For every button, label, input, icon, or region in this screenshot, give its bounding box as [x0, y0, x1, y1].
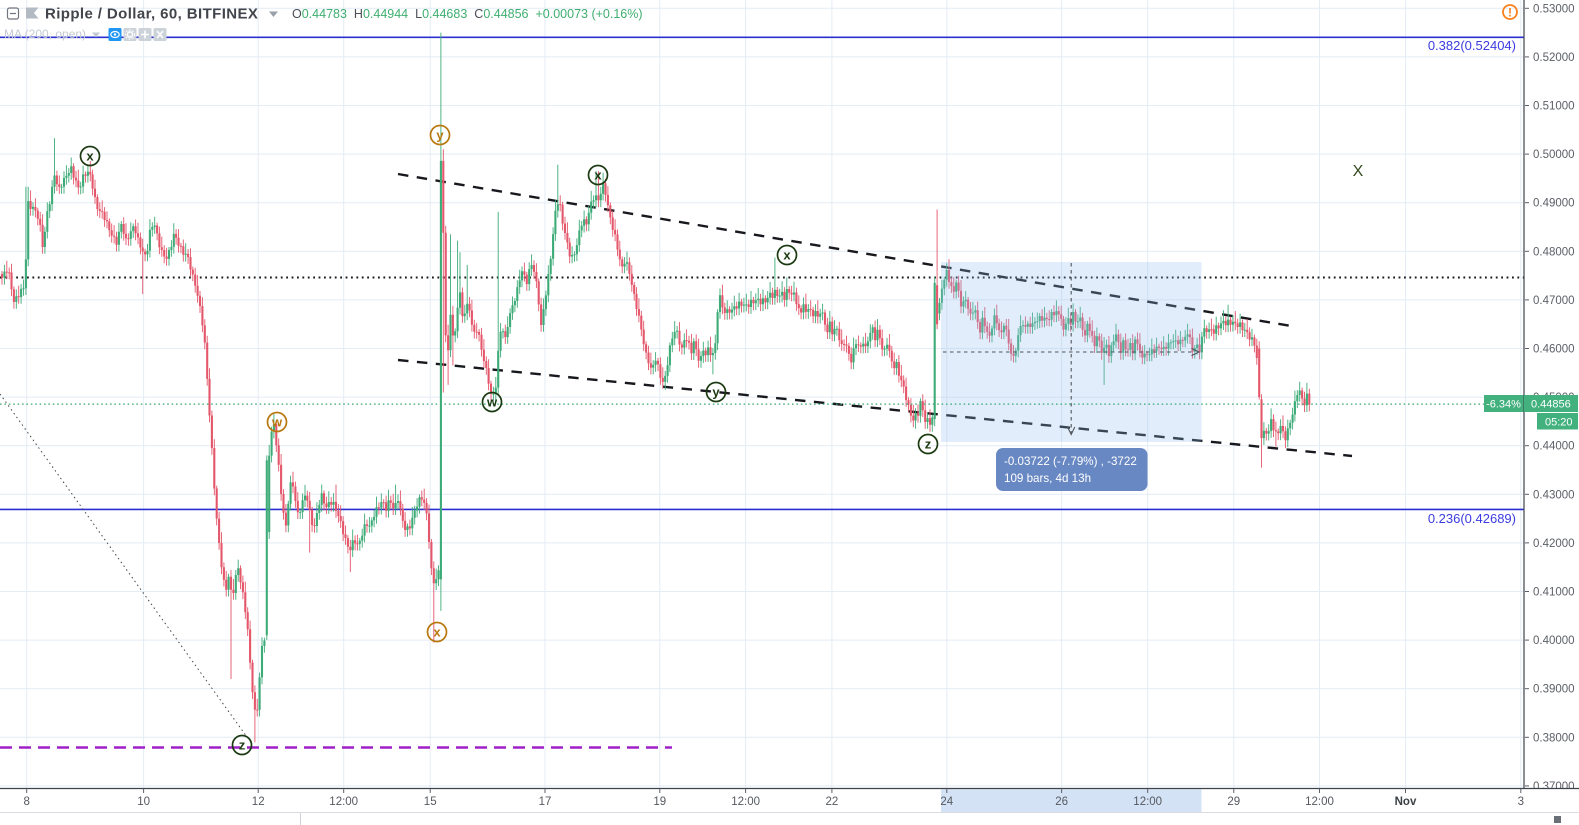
svg-text:x: x: [86, 149, 94, 164]
svg-text:x: x: [594, 168, 602, 183]
svg-text:12:00: 12:00: [1305, 796, 1334, 808]
svg-text:3: 3: [1518, 796, 1524, 808]
svg-text:19: 19: [653, 796, 666, 808]
svg-text:29: 29: [1227, 796, 1240, 808]
svg-text:0.41000: 0.41000: [1533, 587, 1575, 599]
svg-text:z: z: [925, 437, 932, 452]
svg-text:24: 24: [940, 796, 953, 808]
svg-text:8: 8: [23, 796, 29, 808]
svg-text:0.52000: 0.52000: [1533, 52, 1575, 64]
svg-text:12:00: 12:00: [1133, 796, 1162, 808]
svg-text:z: z: [239, 738, 246, 753]
svg-text:0.40000: 0.40000: [1533, 635, 1575, 647]
svg-text:0.236(0.42689): 0.236(0.42689): [1428, 511, 1516, 526]
svg-text:0.46000: 0.46000: [1533, 344, 1575, 356]
svg-text:x: x: [433, 625, 441, 640]
svg-text:17: 17: [539, 796, 552, 808]
svg-text:X: X: [1353, 163, 1364, 180]
svg-text:05:20: 05:20: [1545, 417, 1573, 429]
svg-text:0.47000: 0.47000: [1533, 295, 1575, 307]
svg-text:10: 10: [137, 796, 150, 808]
svg-text:0.50000: 0.50000: [1533, 149, 1575, 161]
svg-text:109 bars, 4d 13h: 109 bars, 4d 13h: [1004, 472, 1091, 485]
svg-text:12:00: 12:00: [329, 796, 358, 808]
svg-text:x: x: [783, 248, 791, 263]
svg-text:w: w: [271, 415, 283, 430]
svg-text:0.49000: 0.49000: [1533, 198, 1575, 210]
svg-text:12: 12: [252, 796, 265, 808]
svg-text:0.43000: 0.43000: [1533, 489, 1575, 501]
svg-text:0.44856: 0.44856: [1531, 399, 1571, 411]
svg-text:Nov: Nov: [1395, 796, 1417, 808]
svg-text:0.42000: 0.42000: [1533, 538, 1575, 550]
svg-text:y: y: [436, 128, 444, 143]
svg-text:MA (200, open): MA (200, open): [4, 27, 86, 41]
svg-text:22: 22: [826, 796, 839, 808]
svg-text:0.48000: 0.48000: [1533, 246, 1575, 258]
svg-text:15: 15: [424, 796, 437, 808]
svg-text:!: !: [1508, 6, 1512, 20]
svg-text:0.382(0.52404): 0.382(0.52404): [1428, 38, 1516, 53]
svg-text:0.39000: 0.39000: [1533, 684, 1575, 696]
svg-text:0.38000: 0.38000: [1533, 732, 1575, 744]
svg-text:0.51000: 0.51000: [1533, 101, 1575, 113]
svg-text:26: 26: [1055, 796, 1068, 808]
svg-text:-0.03722 (-7.79%) , -3722: -0.03722 (-7.79%) , -3722: [1004, 455, 1137, 468]
svg-text:Ripple / Dollar, 60, BITFINEX: Ripple / Dollar, 60, BITFINEX: [45, 6, 258, 23]
svg-text:0.53000: 0.53000: [1533, 3, 1575, 15]
svg-text:w: w: [486, 395, 498, 410]
svg-text:y: y: [712, 385, 720, 400]
svg-text:0.44000: 0.44000: [1533, 441, 1575, 453]
svg-text:12:00: 12:00: [731, 796, 760, 808]
svg-text:-6.34%: -6.34%: [1486, 399, 1521, 411]
